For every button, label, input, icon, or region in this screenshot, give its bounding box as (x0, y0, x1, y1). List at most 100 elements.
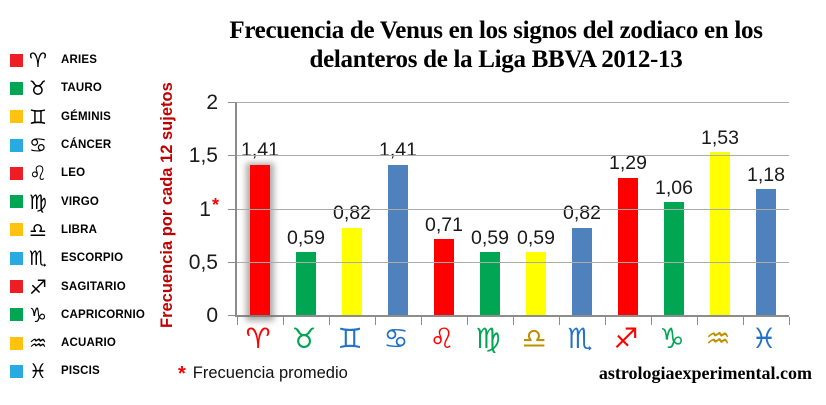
legend-swatch-libra (10, 223, 23, 237)
legend-label-escorpio: ESCORPIO (61, 252, 124, 265)
x-axis-escorpio-icon: ♏ (567, 322, 593, 355)
y-tick-label-2: 2 (206, 91, 218, 114)
legend-item-sagitario: ♐ SAGITARIO (10, 272, 145, 300)
geminis-zodiac-icon: ♊ (29, 104, 47, 129)
bar-value-label-acuario: 1,53 (701, 126, 739, 149)
x-axis-piscis-icon: ♓ (751, 322, 777, 355)
legend-swatch-aries (10, 53, 23, 67)
legend-item-geminis: ♊ GÉMINIS (10, 103, 145, 131)
y-tick-mark (228, 102, 235, 103)
legend-item-virgo: ♍ VIRGO (10, 187, 145, 215)
bar-series: 1,41 0,59 0,82 1,41 0,71 0,59 0,59 0,82 1,29 1,06… (237, 102, 789, 315)
bar-cell-libra: 0,59 (513, 102, 559, 315)
y-tick-mark (228, 315, 235, 316)
y-tick-label-0: 0 (206, 304, 218, 327)
escorpio-zodiac-icon: ♏ (29, 246, 47, 271)
gridline-1-5 (237, 155, 789, 157)
legend-item-leo: ♌ LEO (10, 159, 145, 187)
virgo-zodiac-icon: ♍ (29, 189, 47, 214)
zodiac-legend: ♈ ARIES ♉ TAURO ♊ GÉMINIS ♋ CÁNCER ♌ LEO ♍ VIRGO ♎ LI… (10, 46, 145, 386)
x-tick-mark (513, 317, 514, 325)
bar-value-label-cancer: 1,41 (379, 139, 417, 162)
legend-label-geminis: GÉMINIS (61, 110, 111, 123)
legend-label-tauro: TAURO (61, 82, 103, 95)
sagitario-zodiac-icon: ♐ (29, 274, 47, 299)
legend-item-capricornio: ♑ CAPRICORNIO (10, 301, 145, 329)
legend-swatch-tauro (10, 81, 23, 95)
chart-title: Frecuencia de Venus en los signos del zo… (170, 16, 822, 74)
bar-value-label-escorpio: 0,82 (563, 202, 601, 225)
bar-value-label-virgo: 0,59 (471, 226, 509, 249)
bar-value-label-tauro: 0,59 (287, 226, 325, 249)
x-tick-mark (283, 317, 284, 325)
x-axis-libra-icon: ♎ (521, 322, 547, 355)
x-tick-mark (789, 317, 790, 325)
chart-title-line1: Frecuencia de Venus en los signos del zo… (229, 17, 763, 44)
x-axis-tauro-icon: ♉ (291, 322, 317, 355)
legend-label-acuario: ACUARIO (61, 337, 117, 350)
gridline-0-5 (237, 261, 789, 263)
bar-cell-virgo: 0,59 (467, 102, 513, 315)
legend-item-acuario: ♒ ACUARIO (10, 329, 145, 357)
legend-label-aries: ARIES (61, 54, 98, 67)
legend-swatch-acuario (10, 336, 23, 350)
x-axis-virgo-icon: ♍ (475, 322, 501, 355)
bar-cell-sagitario: 1,29 (605, 102, 651, 315)
y-tick-mark (228, 208, 235, 210)
legend-item-tauro: ♉ TAURO (10, 74, 145, 102)
bar-value-label-leo: 0,71 (425, 213, 463, 236)
bar-cell-acuario: 1,53 (697, 102, 743, 315)
plot-area: 1,41 0,59 0,82 1,41 0,71 0,59 0,59 0,82 1,29 1,06… (228, 102, 790, 325)
bar-cell-capricornio: 1,06 (651, 102, 697, 315)
bar-value-label-geminis: 0,82 (333, 202, 371, 225)
y-tick-label-1,5: 1,5 (188, 144, 218, 168)
footnote: * Frecuencia promedio (178, 364, 348, 384)
bar-value-label-libra: 0,59 (517, 226, 555, 249)
y-axis-title: Frecuencia por cada 12 sujetos (158, 82, 176, 328)
bar-geminis (342, 227, 362, 315)
legend-swatch-sagitario (10, 280, 23, 294)
footnote-text: Frecuencia promedio (192, 364, 348, 382)
bar-cell-tauro: 0,59 (283, 102, 329, 315)
x-axis-symbols: ♈ ♉ ♊ ♋ ♌ ♍ ♎ ♏ ♐ ♑ ♒ ♓ (235, 322, 787, 356)
legend-item-escorpio: ♏ ESCORPIO (10, 244, 145, 272)
legend-label-sagitario: SAGITARIO (61, 280, 126, 293)
website-credit: astrologiaexperimental.com (598, 363, 812, 383)
bar-leo (434, 239, 454, 315)
footnote-asterisk: * (178, 363, 186, 385)
y-tick-mark (228, 155, 235, 157)
legend-swatch-escorpio (10, 251, 23, 265)
bar-value-label-capricornio: 1,06 (655, 176, 693, 199)
gridline-1 (237, 208, 789, 210)
x-axis-geminis-icon: ♊ (337, 322, 363, 355)
bar-value-label-sagitario: 1,29 (609, 152, 647, 175)
x-tick-mark (329, 317, 330, 325)
y-axis-tick-labels: 0 0,5 1* 1,5 2 (176, 92, 226, 326)
bar-escorpio (572, 227, 592, 315)
legend-item-piscis: ♓ PISCIS (10, 357, 145, 385)
legend-item-cancer: ♋ CÁNCER (10, 131, 145, 159)
x-axis-cancer-icon: ♋ (383, 322, 409, 355)
x-tick-mark (375, 317, 376, 325)
legend-swatch-piscis (10, 364, 23, 378)
y-tick-label-1: 1* (199, 194, 219, 221)
aries-zodiac-icon: ♈ (29, 48, 47, 73)
piscis-zodiac-icon: ♓ (29, 359, 47, 384)
bar-cell-escorpio: 0,82 (559, 102, 605, 315)
bar-tauro (296, 252, 316, 315)
y-tick-mark (228, 261, 235, 263)
legend-swatch-virgo (10, 195, 23, 209)
bar-cell-geminis: 0,82 (329, 102, 375, 315)
average-asterisk: * (211, 194, 219, 215)
bar-piscis (756, 189, 776, 315)
capricornio-zodiac-icon: ♑ (29, 302, 47, 327)
x-tick-mark (467, 317, 468, 325)
bar-cancer (388, 164, 408, 315)
bar-sagitario (618, 177, 638, 315)
acuario-zodiac-icon: ♒ (29, 331, 47, 356)
legend-label-piscis: PISCIS (61, 365, 100, 378)
x-axis-sagitario-icon: ♐ (613, 322, 639, 355)
x-axis-capricornio-icon: ♑ (659, 322, 685, 355)
bar-capricornio (664, 202, 684, 315)
